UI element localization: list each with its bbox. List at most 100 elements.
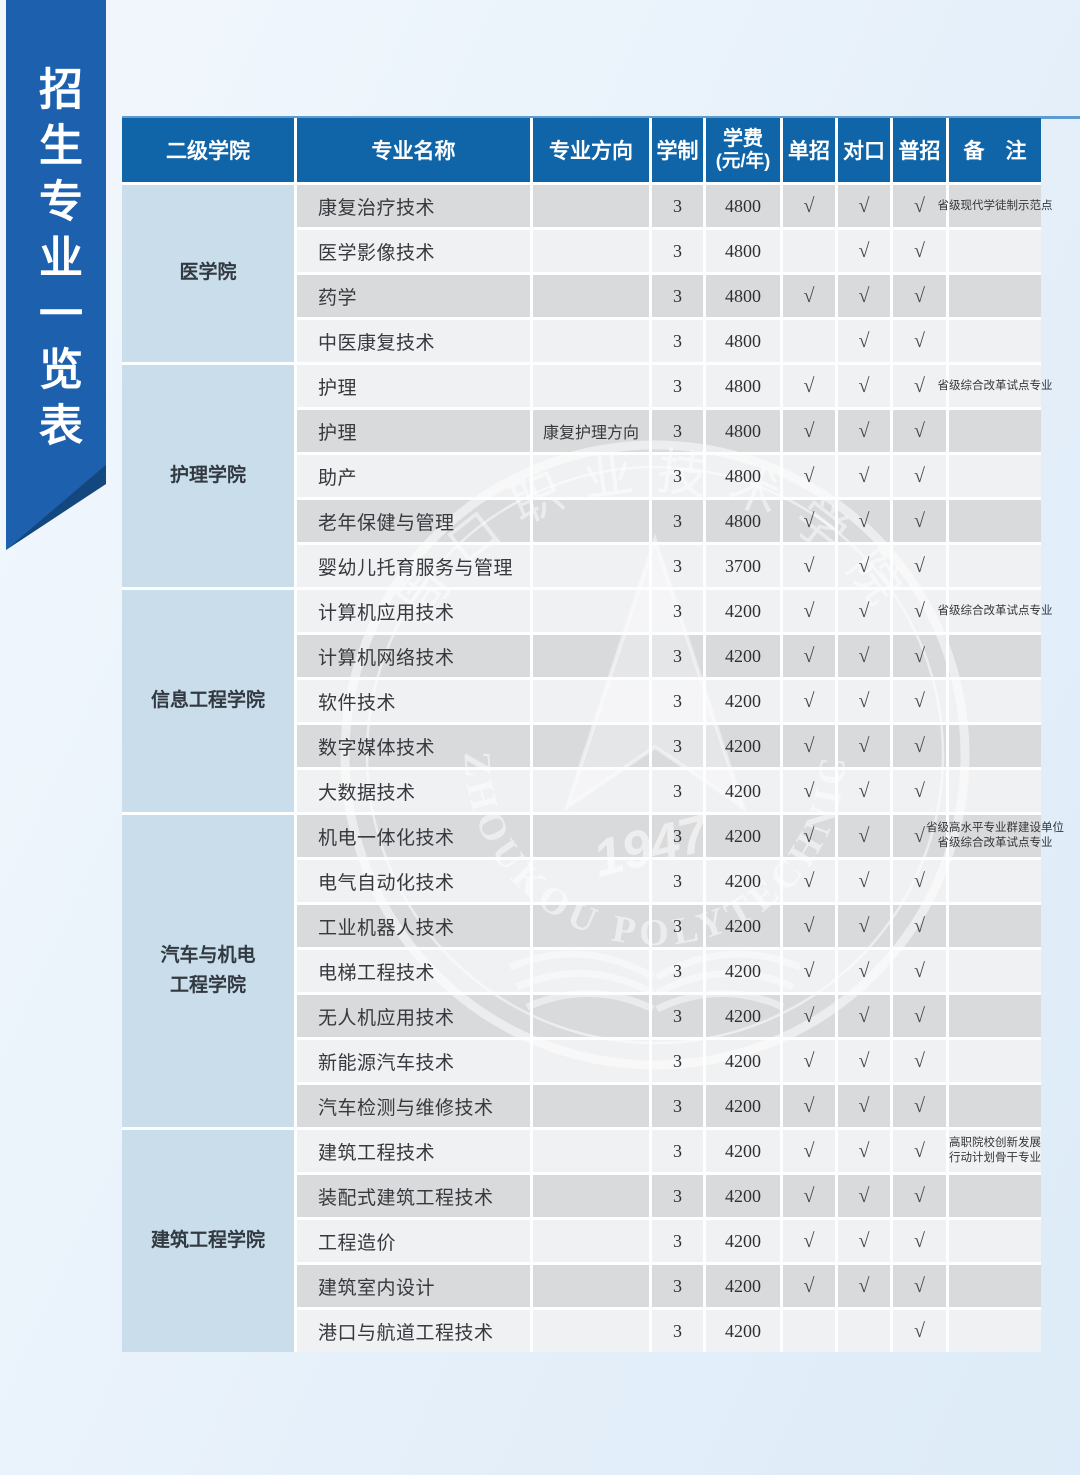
check-danzhao-2-3: √ [783, 725, 835, 767]
college-cell-4: 建筑工程学院 [122, 1130, 294, 1352]
check-duikou-2-2: √ [838, 680, 890, 722]
direction-cell-0-1 [533, 230, 649, 272]
major-cell-3-6: 汽车检测与维修技术 [297, 1085, 530, 1127]
major-cell-3-1: 电气自动化技术 [297, 860, 530, 902]
years-cell-1-0: 3 [652, 365, 703, 407]
check-duikou-0-1: √ [838, 230, 890, 272]
check-puzhao-4-4: √ [893, 1310, 946, 1352]
check-puzhao-3-3: √ [893, 950, 946, 992]
check-danzhao-3-5: √ [783, 1040, 835, 1082]
check-duikou-3-4: √ [838, 995, 890, 1037]
years-cell-0-0: 3 [652, 185, 703, 227]
check-puzhao-3-5: √ [893, 1040, 946, 1082]
header-cell-7: 普招 [893, 118, 946, 182]
years-cell-1-2: 3 [652, 455, 703, 497]
check-duikou-3-6: √ [838, 1085, 890, 1127]
major-cell-2-0: 计算机应用技术 [297, 590, 530, 632]
check-duikou-3-3: √ [838, 950, 890, 992]
major-cell-3-0: 机电一体化技术 [297, 815, 530, 857]
note-cell-2-0: 省级综合改革试点专业 [938, 590, 1053, 632]
check-puzhao-2-2: √ [893, 680, 946, 722]
check-puzhao-2-1: √ [893, 635, 946, 677]
years-cell-3-3: 3 [652, 950, 703, 992]
check-duikou-1-3: √ [838, 500, 890, 542]
major-cell-0-0: 康复治疗技术 [297, 185, 530, 227]
fee-cell-4-4: 4200 [706, 1310, 780, 1352]
major-cell-4-0: 建筑工程技术 [297, 1130, 530, 1172]
direction-cell-4-2 [533, 1220, 649, 1262]
years-cell-4-2: 3 [652, 1220, 703, 1262]
fee-cell-2-2: 4200 [706, 680, 780, 722]
direction-cell-0-0 [533, 185, 649, 227]
fee-cell-2-0: 4200 [706, 590, 780, 632]
major-cell-1-4: 婴幼儿托育服务与管理 [297, 545, 530, 587]
page-title: 招生专业一览表 [32, 66, 81, 458]
check-danzhao-1-1: √ [783, 410, 835, 452]
check-danzhao-4-4 [783, 1310, 835, 1352]
check-danzhao-0-0: √ [783, 185, 835, 227]
header-cell-6: 对口 [838, 118, 890, 182]
check-duikou-2-3: √ [838, 725, 890, 767]
direction-cell-4-0 [533, 1130, 649, 1172]
note-cell-2-4 [949, 770, 1041, 812]
direction-cell-2-3 [533, 725, 649, 767]
check-danzhao-2-0: √ [783, 590, 835, 632]
check-danzhao-3-0: √ [783, 815, 835, 857]
note-cell-4-2 [949, 1220, 1041, 1262]
direction-cell-3-3 [533, 950, 649, 992]
fee-cell-3-4: 4200 [706, 995, 780, 1037]
major-cell-1-1: 护理 [297, 410, 530, 452]
check-danzhao-2-4: √ [783, 770, 835, 812]
check-duikou-0-2: √ [838, 275, 890, 317]
note-cell-0-2 [949, 275, 1041, 317]
years-cell-3-4: 3 [652, 995, 703, 1037]
major-cell-4-2: 工程造价 [297, 1220, 530, 1262]
note-cell-0-1 [949, 230, 1041, 272]
major-cell-3-3: 电梯工程技术 [297, 950, 530, 992]
note-cell-0-3 [949, 320, 1041, 362]
fee-cell-3-1: 4200 [706, 860, 780, 902]
years-cell-1-3: 3 [652, 500, 703, 542]
major-cell-0-1: 医学影像技术 [297, 230, 530, 272]
check-duikou-3-2: √ [838, 905, 890, 947]
major-cell-4-3: 建筑室内设计 [297, 1265, 530, 1307]
header-cell-3: 学制 [652, 118, 703, 182]
header-cell-1: 专业名称 [297, 118, 530, 182]
note-cell-3-1 [949, 860, 1041, 902]
note-cell-4-4 [949, 1310, 1041, 1352]
major-cell-2-3: 数字媒体技术 [297, 725, 530, 767]
years-cell-2-4: 3 [652, 770, 703, 812]
years-cell-2-0: 3 [652, 590, 703, 632]
years-cell-3-1: 3 [652, 860, 703, 902]
check-puzhao-3-1: √ [893, 860, 946, 902]
major-cell-2-2: 软件技术 [297, 680, 530, 722]
major-cell-2-1: 计算机网络技术 [297, 635, 530, 677]
check-puzhao-3-4: √ [893, 995, 946, 1037]
direction-cell-2-0 [533, 590, 649, 632]
check-puzhao-1-1: √ [893, 410, 946, 452]
note-cell-3-0: 省级高水平专业群建设单位 省级综合改革试点专业 [926, 815, 1064, 857]
fee-cell-1-1: 4800 [706, 410, 780, 452]
fee-cell-3-6: 4200 [706, 1085, 780, 1127]
note-cell-3-4 [949, 995, 1041, 1037]
check-danzhao-1-3: √ [783, 500, 835, 542]
years-cell-0-3: 3 [652, 320, 703, 362]
check-danzhao-2-2: √ [783, 680, 835, 722]
note-cell-2-3 [949, 725, 1041, 767]
direction-cell-1-4 [533, 545, 649, 587]
note-cell-4-0: 高职院校创新发展 行动计划骨干专业 [949, 1130, 1041, 1172]
fee-cell-2-4: 4200 [706, 770, 780, 812]
check-puzhao-2-4: √ [893, 770, 946, 812]
note-cell-4-1 [949, 1175, 1041, 1217]
check-duikou-2-0: √ [838, 590, 890, 632]
fee-cell-4-2: 4200 [706, 1220, 780, 1262]
note-cell-3-5 [949, 1040, 1041, 1082]
fee-cell-4-0: 4200 [706, 1130, 780, 1172]
years-cell-3-6: 3 [652, 1085, 703, 1127]
major-cell-1-3: 老年保健与管理 [297, 500, 530, 542]
check-duikou-4-1: √ [838, 1175, 890, 1217]
check-danzhao-1-0: √ [783, 365, 835, 407]
fee-cell-1-0: 4800 [706, 365, 780, 407]
college-cell-0: 医学院 [122, 185, 294, 362]
years-cell-3-2: 3 [652, 905, 703, 947]
